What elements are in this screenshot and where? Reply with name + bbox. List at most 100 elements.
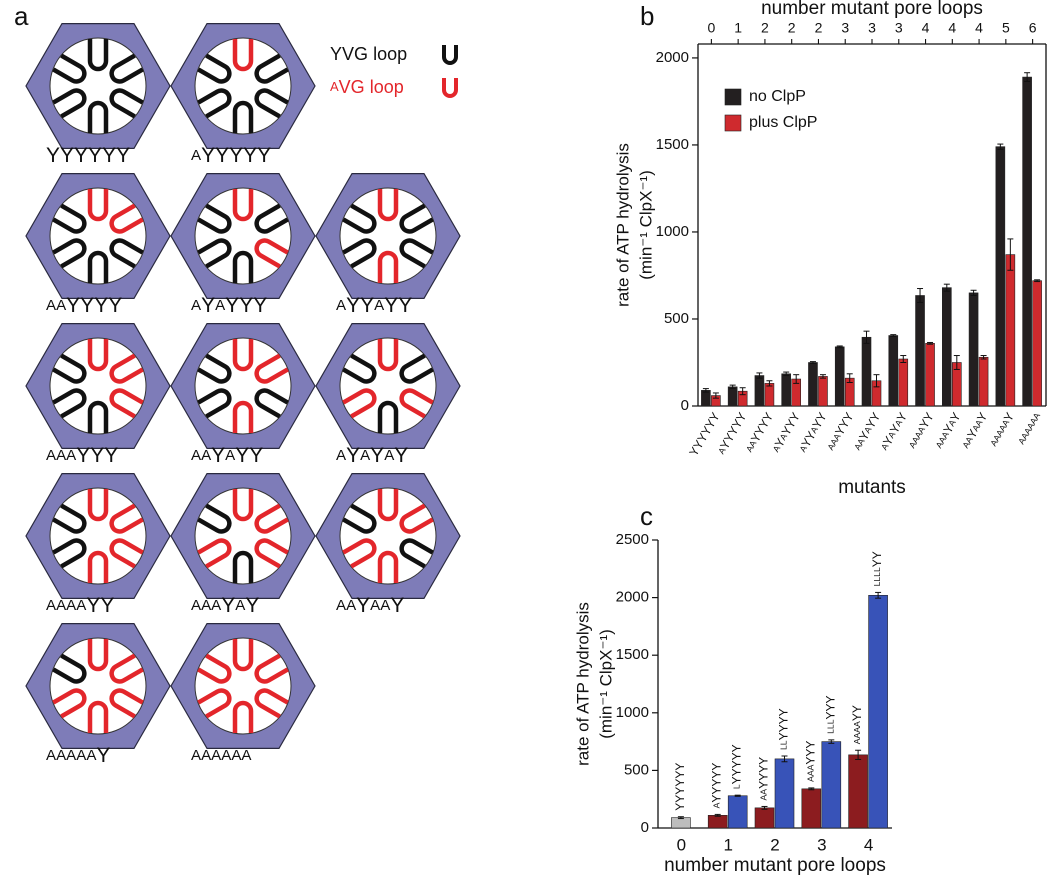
- pore: [194, 337, 292, 435]
- pore-loop: [399, 503, 434, 534]
- y-tick-label: 2000: [656, 49, 689, 66]
- top-tick-label: 5: [1002, 20, 1010, 36]
- pore-loop: [232, 550, 254, 583]
- y-tick-label: 1000: [656, 223, 689, 240]
- bar: [848, 754, 868, 829]
- pore-loop: [87, 700, 109, 733]
- top-tick-label: 2: [761, 20, 769, 36]
- pore-loop: [52, 238, 87, 269]
- pore: [49, 187, 147, 285]
- legend-swatch: [724, 114, 742, 132]
- bar: [968, 292, 979, 407]
- pore-loop: [52, 88, 87, 119]
- pore-loop: [197, 88, 232, 119]
- hexagon: [315, 472, 461, 600]
- pore: [49, 37, 147, 135]
- hexagon: [315, 322, 461, 450]
- bar: [888, 335, 899, 407]
- pore-loop: [377, 550, 399, 583]
- hexagon-label: AYYAYY: [336, 294, 412, 317]
- pore-loop: [197, 238, 232, 269]
- pore-loop: [197, 388, 232, 419]
- pore-loop: [254, 653, 289, 684]
- pore-loop: [87, 489, 109, 522]
- hexagon-label: YYYYYY: [46, 144, 130, 167]
- pore-loop: [87, 550, 109, 583]
- top-axis-title: number mutant pore loops: [761, 0, 983, 19]
- pore-loop: [342, 538, 377, 569]
- hexagon-label: AAYAAY: [336, 594, 404, 617]
- pore-loop: [342, 503, 377, 534]
- y-axis-label: rate of ATP hydrolysis: [613, 143, 632, 307]
- bar: [671, 817, 691, 829]
- hexagon: [170, 172, 316, 300]
- pore-loop: [52, 653, 87, 684]
- pore-loop: [52, 538, 87, 569]
- x-tick-label: AAYYYY: [742, 410, 776, 455]
- panel-label: a: [14, 1, 29, 31]
- hexagon: [315, 172, 461, 300]
- top-tick-label: 2: [788, 20, 796, 36]
- bar: [701, 390, 711, 407]
- pore-loop: [87, 189, 109, 222]
- pore-loop: [232, 400, 254, 433]
- legend-symbol: [442, 45, 458, 65]
- pore-loop: [399, 353, 434, 384]
- pore-loop: [399, 538, 434, 569]
- y-tick-label: 1000: [616, 704, 649, 721]
- bar-label: LYYYYY: [730, 744, 744, 789]
- x-tick-label: 1: [723, 835, 732, 854]
- bar: [764, 383, 775, 407]
- top-tick-label: 3: [868, 20, 876, 36]
- y-tick-label: 0: [641, 819, 649, 836]
- bar: [868, 594, 888, 829]
- hexagon-label: AYAYYY: [191, 294, 267, 317]
- x-tick-label: 3: [817, 835, 826, 854]
- panel-label: c: [640, 501, 653, 531]
- pore-loop: [87, 100, 109, 133]
- pore-loop: [109, 538, 144, 569]
- bar: [727, 386, 738, 407]
- pore-loop: [342, 238, 377, 269]
- bar-label: AAYYYY: [757, 757, 771, 801]
- pore-loop: [109, 503, 144, 534]
- hexagon: [170, 622, 316, 750]
- pore-loop: [87, 400, 109, 433]
- bar: [1032, 280, 1042, 407]
- top-tick-label: 3: [895, 20, 903, 36]
- pore-loop: [342, 203, 377, 234]
- top-tick-label: 3: [841, 20, 849, 36]
- hexagon-label: AAYAYY: [191, 444, 263, 467]
- bar: [801, 788, 822, 829]
- pore-loop: [109, 88, 144, 119]
- pore-loop: [377, 489, 399, 522]
- bar-label: AYYYYY: [710, 763, 724, 809]
- bar: [774, 758, 795, 829]
- pore: [194, 487, 292, 585]
- hexagon-label: AAAYAY: [191, 594, 259, 617]
- y-axis-label: (min⁻¹ ClpX⁻¹): [636, 170, 655, 280]
- pore: [339, 487, 437, 585]
- pore-loop: [109, 388, 144, 419]
- pore-loop: [254, 388, 289, 419]
- pore-loop: [87, 639, 109, 672]
- y-tick-label: 2000: [616, 589, 649, 606]
- bar-label: YYYYYY: [673, 763, 687, 811]
- pore-loop: [197, 538, 232, 569]
- pore-loop: [377, 339, 399, 372]
- pore: [194, 37, 292, 135]
- pore-loop: [232, 639, 254, 672]
- bar: [834, 346, 845, 407]
- hexagon-label: AYAYAY: [336, 444, 408, 467]
- pore-loop: [52, 353, 87, 384]
- x-tick-label: AAYAYY: [851, 410, 884, 453]
- pore: [194, 187, 292, 285]
- top-tick-label: 6: [1029, 20, 1037, 36]
- top-tick-label: 4: [922, 20, 930, 36]
- y-tick-label: 500: [664, 310, 689, 327]
- pore-loop: [377, 400, 399, 433]
- pore-loop: [399, 388, 434, 419]
- pore-loop: [342, 353, 377, 384]
- x-tick-label: AAAAAY: [987, 410, 1018, 449]
- legend-label: no ClpP: [749, 88, 806, 105]
